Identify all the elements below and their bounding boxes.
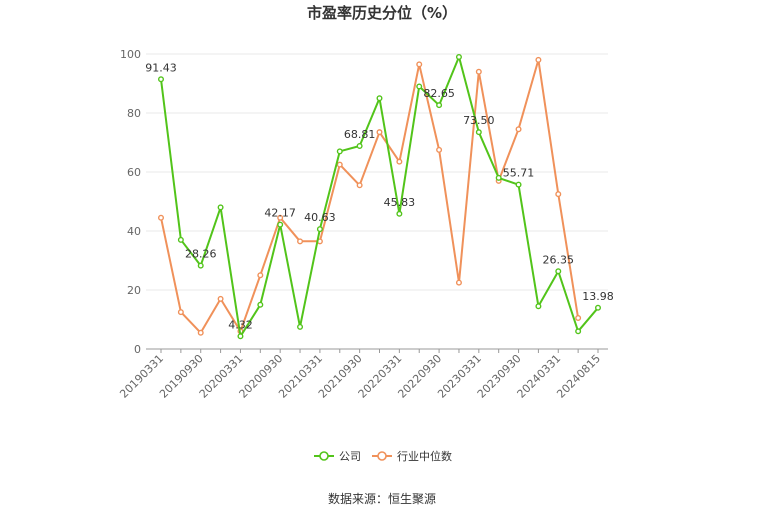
legend-item-company[interactable]: 公司: [314, 450, 361, 463]
data-point: [356, 143, 363, 150]
y-axis: 0 20 40 60 80 100: [120, 48, 141, 356]
x-axis: 2019033120190930202003312020093020210331…: [117, 348, 608, 401]
legend-marker: [377, 451, 387, 461]
data-label: 40.63: [304, 211, 336, 224]
data-point: [237, 333, 244, 340]
data-point: [157, 214, 164, 221]
data-point: [297, 238, 304, 245]
data-label: 26.35: [543, 253, 575, 266]
data-point: [356, 182, 363, 189]
legend-marker: [319, 451, 329, 461]
chart-title: 市盈率历史分位（%）: [307, 4, 457, 22]
data-point: [157, 76, 164, 83]
grid: [146, 53, 608, 291]
data-point: [595, 304, 602, 311]
y-tick-label: 80: [127, 107, 141, 120]
y-tick-label: 20: [127, 284, 141, 297]
data-label: 28.26: [185, 248, 217, 261]
data-point: [436, 146, 443, 153]
y-tick-label: 100: [120, 48, 141, 61]
data-point: [177, 236, 184, 243]
data-point: [177, 309, 184, 316]
data-point: [396, 210, 403, 217]
data-labels: 91.43 28.26 4.32 42.17 40.63 68.81 45.83 82.65 7…: [145, 61, 614, 331]
data-label: 42.17: [264, 207, 296, 220]
data-point: [376, 129, 383, 136]
data-point: [297, 323, 304, 330]
data-point: [257, 301, 264, 308]
data-point: [376, 95, 383, 102]
data-point: [555, 191, 562, 198]
data-label: 45.83: [384, 196, 416, 209]
data-point: [416, 61, 423, 68]
data-label: 4.32: [228, 318, 253, 331]
data-point: [416, 83, 423, 90]
data-point: [575, 315, 582, 322]
data-point: [555, 268, 562, 275]
series-industry-median: [157, 56, 582, 336]
data-point: [575, 328, 582, 335]
data-point: [197, 329, 204, 336]
legend-label: 公司: [339, 450, 361, 463]
data-point: [515, 126, 522, 133]
data-point: [217, 295, 224, 302]
data-point: [396, 158, 403, 165]
series-layer: [157, 53, 602, 340]
data-label: 55.71: [503, 167, 535, 180]
y-tick-label: 60: [127, 166, 141, 179]
data-point: [455, 53, 462, 60]
data-point: [436, 102, 443, 109]
data-point: [455, 279, 462, 286]
data-label: 82.65: [423, 87, 455, 100]
data-label: 73.50: [463, 114, 495, 127]
legend[interactable]: 公司 行业中位数: [314, 449, 452, 463]
data-point: [217, 204, 224, 211]
data-point: [197, 262, 204, 269]
data-point: [277, 214, 284, 221]
x-tick-label: 20240815: [554, 352, 603, 401]
data-point: [336, 161, 343, 168]
series-company: [157, 53, 602, 340]
data-point: [495, 174, 502, 181]
y-tick-label: 0: [134, 343, 141, 356]
data-point: [475, 129, 482, 136]
source-note: 数据来源：恒生聚源: [328, 491, 436, 506]
data-point: [316, 226, 323, 233]
data-point: [535, 56, 542, 63]
data-point: [515, 181, 522, 188]
legend-label: 行业中位数: [397, 449, 452, 463]
data-point: [475, 68, 482, 75]
legend-item-industry-median[interactable]: 行业中位数: [372, 449, 452, 463]
data-point: [336, 148, 343, 155]
data-point: [535, 303, 542, 310]
y-tick-label: 40: [127, 225, 141, 238]
series-line: [160, 58, 580, 334]
data-point: [277, 221, 284, 228]
data-label: 13.98: [582, 290, 614, 303]
data-label: 68.81: [344, 128, 376, 141]
data-point: [257, 272, 264, 279]
data-label: 91.43: [145, 61, 177, 74]
